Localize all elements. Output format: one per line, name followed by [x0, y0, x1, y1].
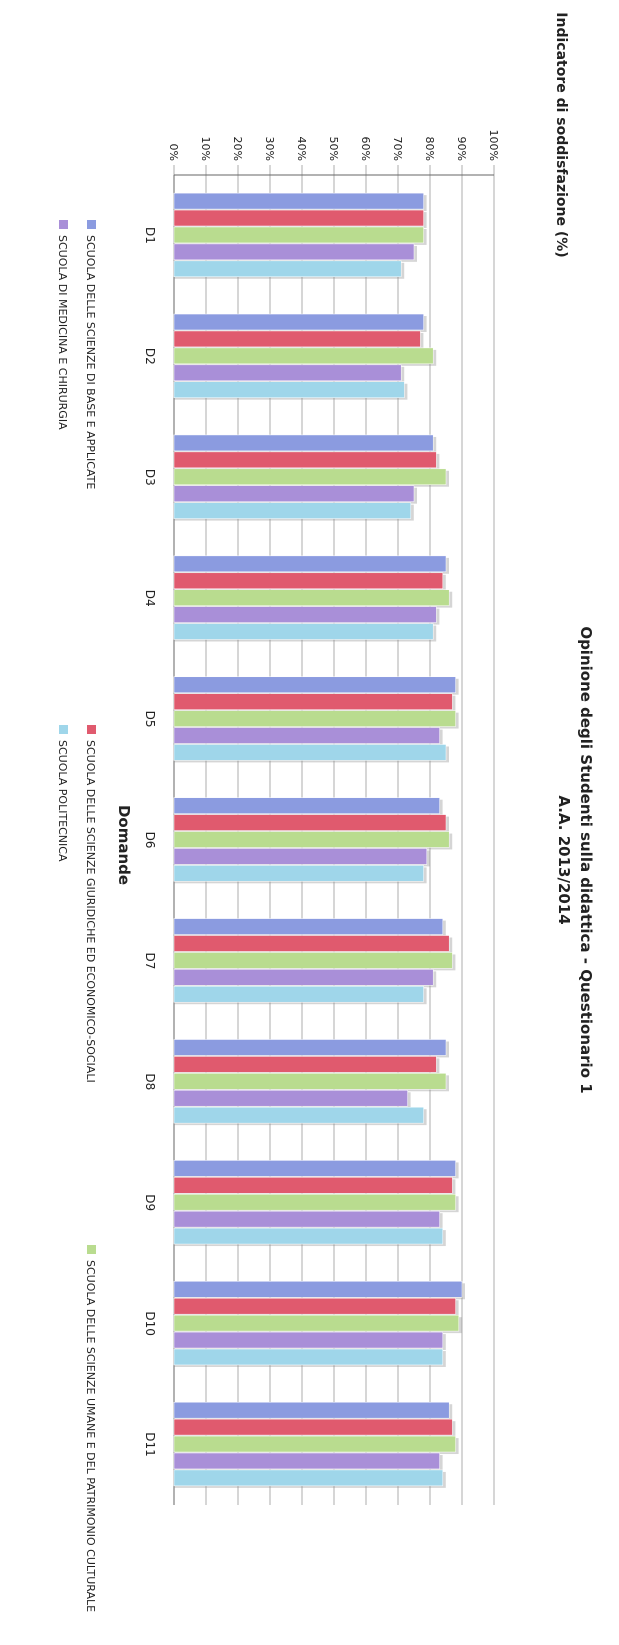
legend-label: SCUOLA POLITECNICA [56, 740, 69, 862]
bar [173, 313, 424, 331]
chart-title: Opinione degli Studenti sulla didattica … [577, 626, 595, 1093]
y-tick-label: 90% [455, 137, 468, 161]
y-tick-label: 10% [199, 137, 212, 161]
bar [173, 451, 437, 469]
bar [173, 330, 421, 348]
bar [173, 1039, 447, 1056]
bar [173, 935, 450, 952]
bar [173, 744, 447, 761]
bar [173, 1348, 444, 1366]
legend-swatch [87, 725, 96, 734]
bar [173, 831, 450, 848]
bar [173, 485, 415, 502]
bar [173, 434, 434, 452]
chart-subtitle: A.A. 2013/2014 [555, 795, 573, 924]
bar [173, 952, 453, 969]
x-tick-labels: D1 D2 D3 D4 D5 D6 D7 D8 D9 D10 D11 [143, 227, 157, 1457]
bar [173, 1401, 450, 1419]
x-tick-label: D6 [143, 832, 157, 849]
bar [173, 468, 447, 485]
bar [173, 589, 450, 606]
bar [173, 1435, 456, 1453]
y-tick-label: 20% [231, 137, 244, 161]
y-tick-label: 70% [391, 137, 404, 161]
legend-label: SCUOLA DELLE SCIENZE UMANE E DEL PATRIMO… [84, 1260, 97, 1612]
bar [173, 918, 444, 935]
bar [173, 502, 412, 519]
y-tick-label: 0% [167, 144, 180, 161]
bar [173, 1106, 424, 1124]
bar [173, 969, 434, 986]
x-tick-label: D9 [143, 1194, 157, 1211]
bar [173, 1331, 444, 1349]
y-tick-label: 60% [359, 137, 372, 161]
x-tick-label: D1 [143, 227, 157, 244]
bar [173, 710, 456, 727]
bar [173, 381, 405, 398]
bar [173, 1090, 408, 1107]
legend-swatch [87, 1245, 96, 1254]
bar [173, 1194, 456, 1211]
x-tick-label: D11 [143, 1432, 157, 1457]
y-axis-label: Indicatore di soddisfazione (%) [553, 12, 569, 257]
bar [173, 986, 424, 1003]
x-axis-label: Domande [115, 805, 133, 885]
bar [173, 693, 453, 710]
bar [173, 1160, 456, 1177]
bar [173, 1452, 440, 1470]
bar [173, 1056, 437, 1073]
bar [173, 848, 428, 865]
legend: SCUOLA DELLE SCIENZE DI BASE E APPLICATE… [56, 220, 97, 1612]
bar [173, 1314, 460, 1332]
x-tick-label: D4 [143, 590, 157, 607]
bar [173, 209, 424, 227]
bar [173, 192, 424, 210]
x-tick-label: D10 [143, 1311, 157, 1336]
y-tick-label: 30% [263, 137, 276, 161]
x-tick-label: D7 [143, 952, 157, 969]
x-tick-label: D8 [143, 1073, 157, 1090]
bar [173, 727, 440, 744]
bar [173, 865, 424, 882]
legend-label: SCUOLA DELLE SCIENZE DI BASE E APPLICATE [84, 235, 97, 489]
bar [173, 1177, 453, 1194]
bar [173, 676, 456, 693]
bar [173, 226, 424, 244]
legend-label: SCUOLA DELLE SCIENZE GIURIDICHE ED ECONO… [84, 740, 97, 1083]
legend-swatch [59, 725, 68, 734]
bar [173, 1210, 440, 1228]
y-tick-label: 40% [295, 137, 308, 161]
y-tick-label: 50% [327, 137, 340, 161]
bar [173, 1469, 444, 1487]
y-tick-label: 80% [423, 137, 436, 161]
bar [173, 623, 434, 640]
x-tick-label: D3 [143, 469, 157, 486]
bar [173, 1297, 456, 1315]
bar [173, 243, 415, 261]
bar [173, 1281, 463, 1298]
legend-swatch [87, 220, 96, 229]
bar [173, 797, 440, 814]
bar [173, 555, 447, 573]
y-tick-labels: 0% 10% 20% 30% 40% 50% 60% 70% 80% 90% 100% [167, 130, 500, 161]
y-tick-label: 100% [487, 130, 500, 161]
bar [173, 347, 434, 365]
bar [173, 814, 447, 831]
bar [173, 1227, 444, 1245]
bar [173, 606, 437, 623]
x-tick-label: D2 [143, 348, 157, 365]
bar [173, 364, 402, 382]
bar [173, 1073, 447, 1090]
bars [173, 192, 465, 1488]
x-tick-label: D5 [143, 711, 157, 728]
legend-label: SCUOLA DI MEDICINA E CHIRURGIA [56, 235, 69, 430]
legend-swatch [59, 220, 68, 229]
bar [173, 572, 444, 589]
bar [173, 1418, 453, 1436]
bar [173, 260, 402, 278]
